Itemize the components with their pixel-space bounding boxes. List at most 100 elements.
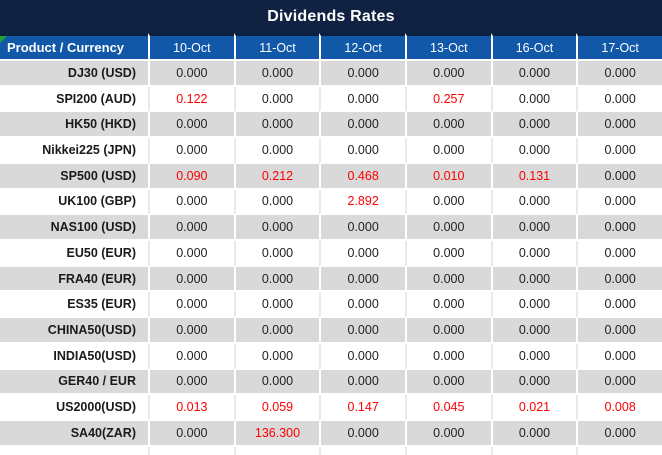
dividend-value-cell[interactable]: 0.045 bbox=[404, 395, 491, 422]
dividend-value-cell[interactable]: 0.000 bbox=[148, 266, 234, 293]
dividend-value-cell[interactable]: 0.000 bbox=[233, 369, 320, 396]
dividend-value-cell[interactable]: 0.000 bbox=[490, 189, 577, 216]
dividend-value-cell[interactable]: 0.000 bbox=[490, 292, 577, 319]
product-label-cell[interactable]: CHINA50(USD) bbox=[0, 318, 148, 344]
dividend-value-cell[interactable]: 0.000 bbox=[490, 61, 577, 87]
dividend-value-cell[interactable]: 0.000 bbox=[233, 86, 320, 113]
dividend-value-cell[interactable]: 0.000 bbox=[319, 292, 405, 319]
product-label-cell[interactable]: GER40 / EUR bbox=[0, 369, 148, 396]
dividend-value-cell[interactable]: 0.000 bbox=[148, 369, 234, 396]
date-column-header[interactable]: 11-Oct bbox=[233, 33, 320, 61]
dividend-value-cell[interactable]: 0.212 bbox=[233, 163, 320, 190]
dividend-value-cell[interactable]: 2.892 bbox=[319, 189, 405, 216]
dividend-value-cell[interactable]: 0.008 bbox=[576, 395, 662, 422]
dividend-value-cell[interactable]: 0.000 bbox=[576, 369, 662, 396]
dividend-value-cell[interactable]: 0.000 bbox=[404, 421, 491, 447]
dividend-value-cell[interactable]: 0.090 bbox=[148, 163, 234, 190]
dividend-value-cell[interactable]: 0.000 bbox=[233, 189, 320, 216]
dividend-value-cell[interactable]: 0.000 bbox=[490, 112, 577, 139]
dividend-value-cell[interactable]: 0.000 bbox=[148, 112, 234, 139]
dividend-value-cell[interactable]: 0.000 bbox=[576, 318, 662, 344]
dividend-value-cell[interactable]: 0.000 bbox=[319, 138, 405, 164]
dividend-value-cell[interactable]: 0.147 bbox=[319, 395, 405, 422]
dividend-value-cell[interactable]: 0.000 bbox=[319, 215, 405, 242]
dividend-value-cell[interactable]: 0.000 bbox=[404, 318, 491, 344]
dividend-value-cell[interactable]: 0.000 bbox=[404, 343, 491, 370]
product-label-cell[interactable]: SPI200 (AUD) bbox=[0, 86, 148, 113]
date-column-header[interactable]: 12-Oct bbox=[319, 33, 405, 61]
dividend-value-cell[interactable]: 0.000 bbox=[490, 369, 577, 396]
dividend-value-cell[interactable]: 0.000 bbox=[148, 138, 234, 164]
date-column-header[interactable]: 17-Oct bbox=[576, 33, 662, 61]
dividend-value-cell[interactable]: 0.000 bbox=[576, 189, 662, 216]
dividend-value-cell[interactable]: 0.000 bbox=[404, 138, 491, 164]
dividend-value-cell[interactable]: 0.122 bbox=[148, 86, 234, 113]
dividend-value-cell[interactable]: 0.013 bbox=[148, 395, 234, 422]
dividend-value-cell[interactable]: 0.000 bbox=[490, 215, 577, 242]
dividend-value-cell[interactable]: 0.000 bbox=[233, 241, 320, 267]
dividend-value-cell[interactable]: 0.000 bbox=[490, 318, 577, 344]
dividend-value-cell[interactable]: 0.000 bbox=[404, 112, 491, 139]
dividend-value-cell[interactable]: 0.000 bbox=[148, 241, 234, 267]
dividend-value-cell[interactable]: 0.000 bbox=[148, 292, 234, 319]
product-label-cell[interactable]: DJ30 (USD) bbox=[0, 61, 148, 87]
dividend-value-cell[interactable]: 0.000 bbox=[576, 292, 662, 319]
dividend-value-cell[interactable]: 0.000 bbox=[404, 292, 491, 319]
dividend-value-cell[interactable]: 0.000 bbox=[233, 215, 320, 242]
product-label-cell[interactable]: US2000(USD) bbox=[0, 395, 148, 422]
product-label-cell[interactable]: UK100 (GBP) bbox=[0, 189, 148, 216]
dividend-value-cell[interactable]: 0.468 bbox=[319, 163, 405, 190]
dividend-value-cell[interactable]: 0.000 bbox=[233, 343, 320, 370]
product-label-cell[interactable]: Nikkei225 (JPN) bbox=[0, 138, 148, 164]
dividend-value-cell[interactable]: 0.000 bbox=[576, 215, 662, 242]
dividend-value-cell[interactable]: 0.000 bbox=[404, 241, 491, 267]
dividend-value-cell[interactable]: 0.000 bbox=[233, 318, 320, 344]
dividend-value-cell[interactable]: 0.131 bbox=[490, 163, 577, 190]
dividend-value-cell[interactable]: 0.000 bbox=[319, 112, 405, 139]
dividend-value-cell[interactable]: 0.000 bbox=[404, 369, 491, 396]
dividend-value-cell[interactable]: 0.000 bbox=[233, 292, 320, 319]
dividend-value-cell[interactable]: 0.000 bbox=[319, 61, 405, 87]
dividend-value-cell[interactable]: 0.010 bbox=[404, 163, 491, 190]
dividend-value-cell[interactable]: 0.000 bbox=[233, 112, 320, 139]
dividend-value-cell[interactable]: 0.257 bbox=[404, 86, 491, 113]
dividend-value-cell[interactable]: 0.021 bbox=[490, 395, 577, 422]
dividend-value-cell[interactable]: 0.000 bbox=[148, 189, 234, 216]
dividend-value-cell[interactable]: 0.000 bbox=[576, 86, 662, 113]
dividend-value-cell[interactable]: 136.300 bbox=[233, 421, 320, 447]
product-label-cell[interactable]: ES35 (EUR) bbox=[0, 292, 148, 319]
dividend-value-cell[interactable]: 0.000 bbox=[490, 343, 577, 370]
dividend-value-cell[interactable]: 0.000 bbox=[576, 138, 662, 164]
dividend-value-cell[interactable]: 0.000 bbox=[576, 266, 662, 293]
dividend-value-cell[interactable]: 0.000 bbox=[148, 343, 234, 370]
dividend-value-cell[interactable]: 0.000 bbox=[233, 138, 320, 164]
dividend-value-cell[interactable]: 0.000 bbox=[576, 61, 662, 87]
dividend-value-cell[interactable]: 0.000 bbox=[148, 421, 234, 447]
dividend-value-cell[interactable]: 0.000 bbox=[319, 369, 405, 396]
product-label-cell[interactable]: INDIA50(USD) bbox=[0, 343, 148, 370]
dividend-value-cell[interactable]: 0.059 bbox=[233, 395, 320, 422]
product-label-cell[interactable]: HK50 (HKD) bbox=[0, 112, 148, 139]
dividend-value-cell[interactable]: 0.000 bbox=[404, 266, 491, 293]
dividend-value-cell[interactable]: 0.000 bbox=[576, 241, 662, 267]
dividend-value-cell[interactable]: 0.000 bbox=[490, 86, 577, 113]
dividend-value-cell[interactable]: 0.000 bbox=[576, 421, 662, 447]
date-column-header[interactable]: 13-Oct bbox=[404, 33, 491, 61]
dividend-value-cell[interactable]: 0.000 bbox=[576, 163, 662, 190]
dividend-value-cell[interactable]: 0.000 bbox=[233, 266, 320, 293]
dividend-value-cell[interactable]: 0.000 bbox=[576, 343, 662, 370]
dividend-value-cell[interactable]: 0.000 bbox=[148, 61, 234, 87]
dividend-value-cell[interactable]: 0.000 bbox=[490, 138, 577, 164]
dividend-value-cell[interactable]: 0.000 bbox=[404, 189, 491, 216]
dividend-value-cell[interactable]: 0.000 bbox=[319, 241, 405, 267]
product-label-cell[interactable]: SA40(ZAR) bbox=[0, 421, 148, 447]
dividend-value-cell[interactable]: 0.000 bbox=[148, 215, 234, 242]
product-label-cell[interactable]: SP500 (USD) bbox=[0, 163, 148, 190]
product-currency-header-cell[interactable]: Product / Currency bbox=[0, 33, 148, 61]
dividend-value-cell[interactable]: 0.000 bbox=[404, 215, 491, 242]
dividend-value-cell[interactable]: 0.000 bbox=[319, 318, 405, 344]
date-column-header[interactable]: 10-Oct bbox=[148, 33, 234, 61]
dividend-value-cell[interactable]: 0.000 bbox=[576, 112, 662, 139]
product-label-cell[interactable]: EU50 (EUR) bbox=[0, 241, 148, 267]
dividend-value-cell[interactable]: 0.000 bbox=[490, 421, 577, 447]
